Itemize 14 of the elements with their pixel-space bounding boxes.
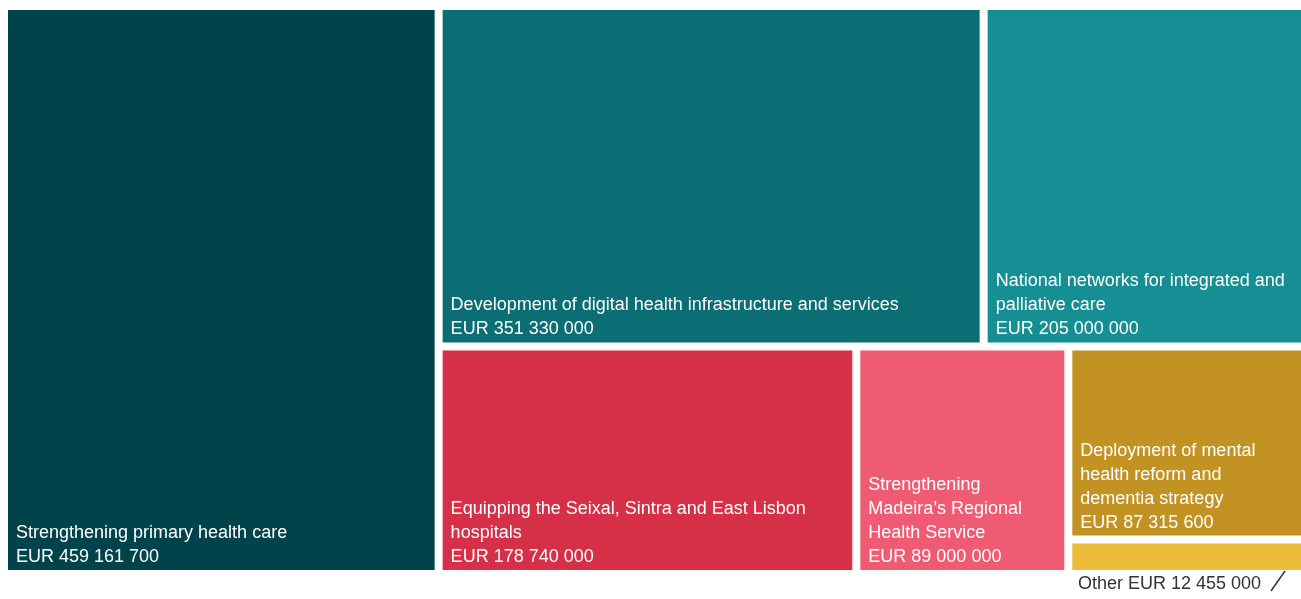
data-label: EUR 178 740 000 [450,546,594,566]
data-label: EUR 205 000 000 [995,318,1139,339]
data-label: EUR 351 330 000 [450,318,594,339]
category-label: Strengthening primary health care [16,522,288,542]
data-label: EUR 89 000 000 [868,546,1002,566]
category-label: Strengthening Madeira’s Regional Health Service [868,474,1023,542]
category-label: Deployment of mental health reform and dementia strategy [1080,439,1256,508]
data-label: EUR 459 161 700 [16,546,160,566]
category-label: Equipping the Seixal, Sintra and East Lisbon hospitals [450,498,806,542]
category-label: Development of digital health infrastructure and services [450,294,899,315]
category-label: Other [1077,573,1123,593]
category-label: National networks for integrated and palliative care [995,270,1285,315]
data-label: EUR 12 455 000 [1127,573,1261,593]
data-label: EUR 87 315 600 [1080,511,1214,532]
